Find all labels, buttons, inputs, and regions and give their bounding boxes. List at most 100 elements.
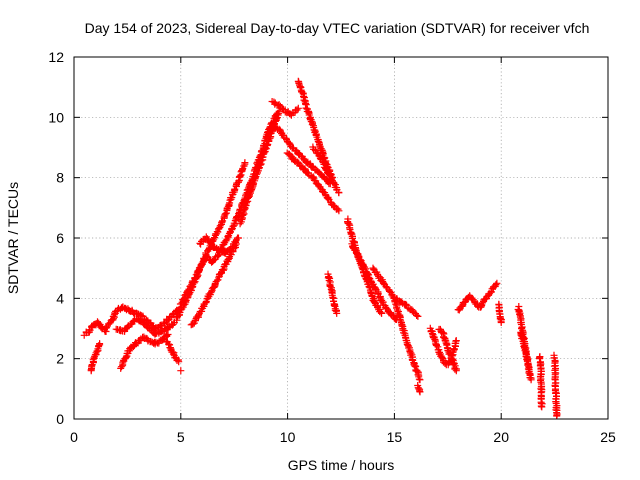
data-point bbox=[151, 330, 159, 338]
data-point bbox=[264, 140, 272, 148]
data-point bbox=[175, 358, 183, 366]
data-point bbox=[335, 189, 343, 197]
x-tick-label: 10 bbox=[280, 429, 296, 445]
data-point bbox=[538, 403, 546, 411]
y-tick-label: 0 bbox=[56, 411, 64, 427]
data-point bbox=[334, 205, 342, 213]
data-point bbox=[152, 338, 160, 346]
data-point bbox=[229, 222, 237, 230]
data-point bbox=[492, 281, 500, 289]
data-point bbox=[235, 234, 242, 242]
data-point bbox=[229, 244, 236, 252]
data-point bbox=[309, 173, 317, 181]
x-tick-label: 5 bbox=[177, 429, 185, 445]
data-point bbox=[330, 179, 338, 187]
data-point bbox=[356, 256, 364, 264]
data-point bbox=[260, 149, 268, 157]
data-point bbox=[293, 106, 301, 114]
data-point bbox=[241, 159, 249, 167]
data-point bbox=[521, 347, 529, 355]
data-point bbox=[438, 354, 446, 361]
data-point bbox=[257, 157, 265, 165]
data-point bbox=[136, 317, 144, 325]
data-point bbox=[452, 367, 460, 375]
data-point bbox=[378, 309, 386, 317]
data-point bbox=[527, 376, 535, 384]
data-point bbox=[333, 309, 341, 317]
data-point bbox=[272, 114, 280, 122]
data-point bbox=[187, 282, 195, 290]
y-tick-label: 8 bbox=[56, 170, 64, 186]
data-point bbox=[330, 301, 338, 309]
data-point bbox=[236, 172, 244, 180]
y-axis-label: SDTVAR / TECUs bbox=[5, 182, 21, 294]
data-point bbox=[524, 361, 532, 369]
data-point bbox=[497, 319, 505, 326]
data-point bbox=[96, 340, 104, 348]
data-point bbox=[91, 352, 99, 360]
y-tick-label: 12 bbox=[48, 49, 64, 65]
data-point bbox=[413, 311, 421, 319]
x-tick-label: 0 bbox=[70, 429, 78, 445]
data-point bbox=[315, 141, 323, 149]
data-point bbox=[163, 332, 171, 340]
y-tick-labels: 0 2 4 6 8 10 12 bbox=[48, 49, 64, 427]
data-point bbox=[317, 145, 325, 153]
data-point bbox=[294, 104, 302, 112]
data-point bbox=[324, 195, 332, 202]
data-point bbox=[365, 273, 373, 281]
grid bbox=[74, 57, 608, 419]
data-point bbox=[164, 316, 172, 324]
data-point bbox=[478, 299, 486, 307]
x-tick-labels: 0 5 10 15 20 25 bbox=[70, 429, 616, 445]
data-points bbox=[80, 77, 561, 420]
data-point bbox=[416, 388, 424, 396]
data-point bbox=[335, 207, 343, 215]
y-tick-label: 2 bbox=[56, 351, 64, 367]
data-point bbox=[452, 337, 460, 345]
data-point bbox=[364, 270, 372, 278]
data-point bbox=[164, 331, 172, 338]
y-tick-label: 4 bbox=[56, 290, 64, 306]
x-axis-label: GPS time / hours bbox=[288, 457, 395, 473]
data-point bbox=[233, 213, 241, 221]
data-point bbox=[326, 282, 334, 290]
data-point bbox=[124, 323, 131, 331]
data-point bbox=[202, 252, 210, 260]
data-point bbox=[210, 235, 218, 243]
data-point bbox=[493, 279, 501, 287]
axis-ticks bbox=[73, 56, 609, 420]
data-point bbox=[169, 350, 177, 358]
data-point bbox=[246, 191, 253, 199]
data-point bbox=[195, 267, 202, 275]
x-tick-label: 20 bbox=[493, 429, 509, 445]
data-point bbox=[177, 367, 185, 375]
data-point bbox=[256, 161, 264, 169]
data-point bbox=[254, 165, 262, 173]
data-point bbox=[520, 342, 528, 350]
data-point bbox=[414, 312, 422, 320]
data-point bbox=[553, 412, 561, 420]
y-tick-label: 6 bbox=[56, 230, 64, 246]
chart-title: Day 154 of 2023, Sidereal Day-to-day VTE… bbox=[85, 20, 590, 36]
x-tick-label: 15 bbox=[387, 429, 403, 445]
data-point bbox=[275, 101, 283, 109]
data-point bbox=[330, 201, 337, 209]
data-point bbox=[180, 296, 187, 304]
data-point bbox=[416, 376, 424, 384]
data-point bbox=[221, 210, 229, 218]
data-point bbox=[190, 277, 198, 285]
data-point bbox=[248, 185, 256, 193]
data-point bbox=[216, 222, 224, 230]
y-tick-label: 10 bbox=[48, 109, 64, 125]
data-point bbox=[517, 331, 525, 339]
data-point bbox=[325, 277, 333, 284]
x-tick-label: 25 bbox=[600, 429, 616, 445]
data-point bbox=[468, 294, 476, 302]
data-point bbox=[536, 355, 543, 363]
data-point bbox=[319, 157, 326, 165]
data-point bbox=[402, 300, 410, 308]
data-point bbox=[195, 311, 203, 319]
data-point bbox=[433, 342, 440, 349]
